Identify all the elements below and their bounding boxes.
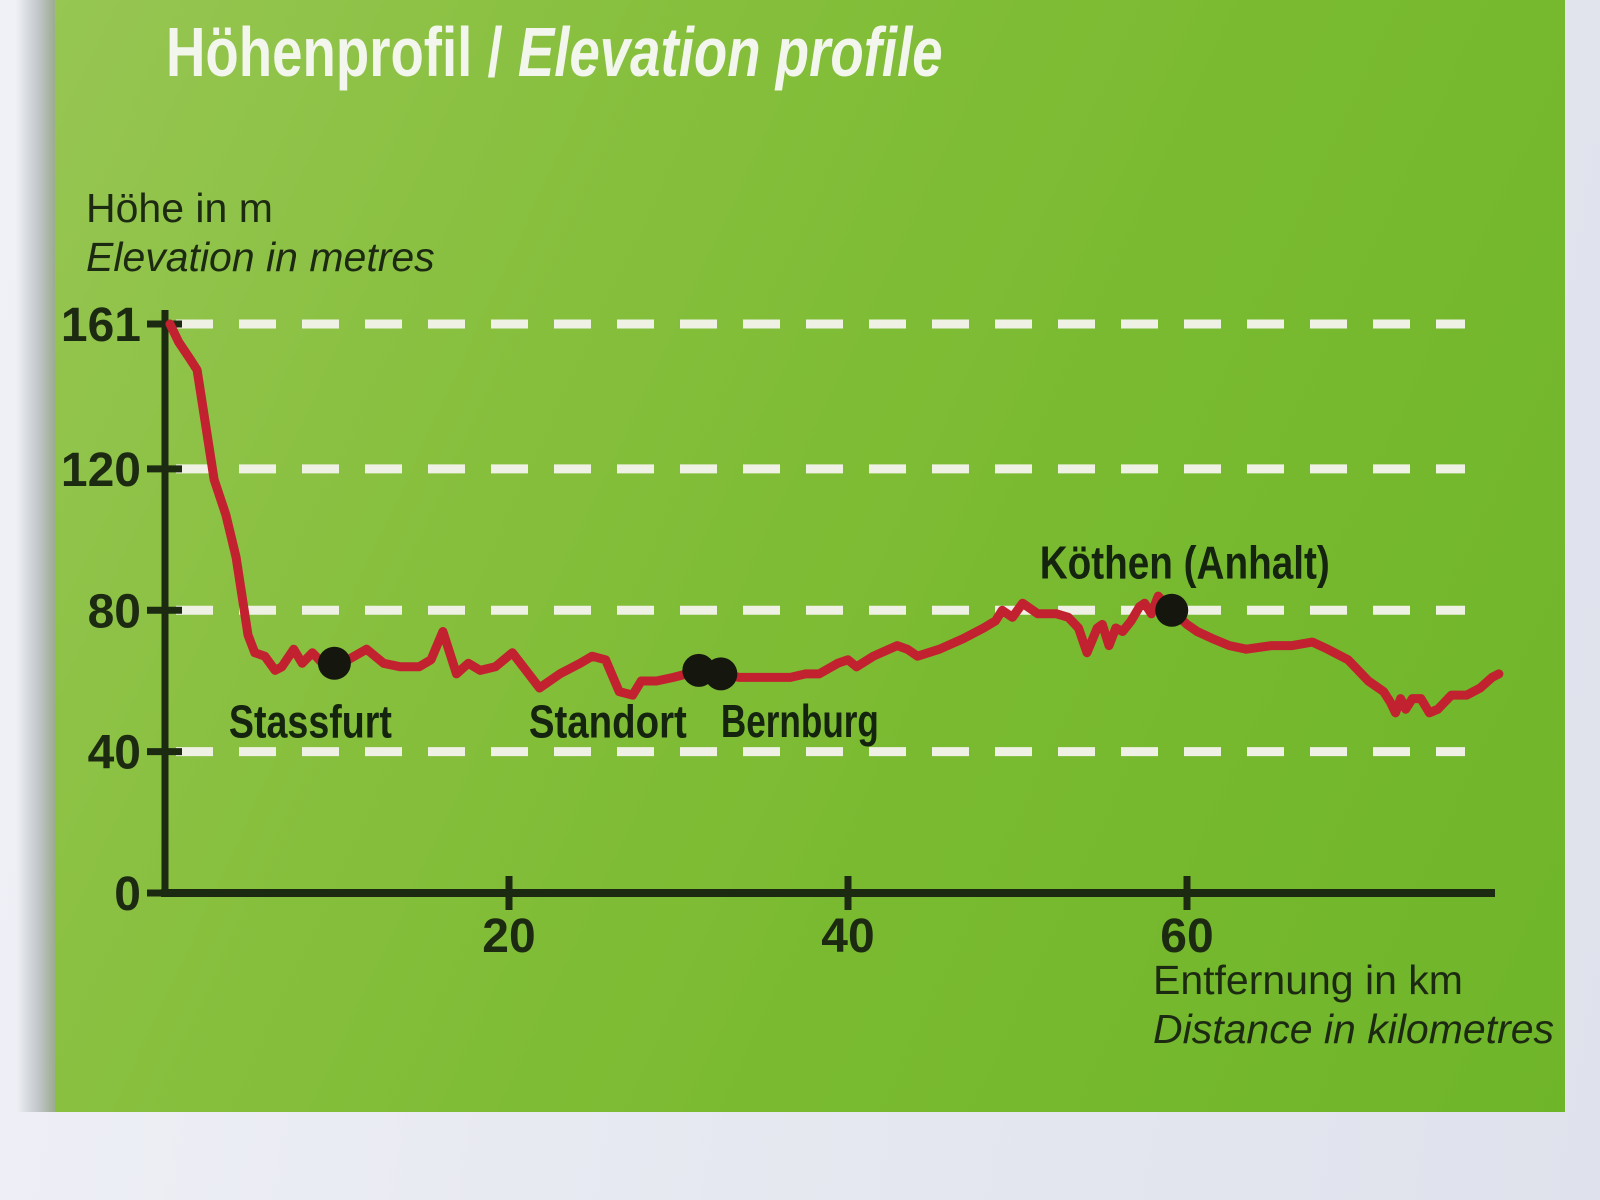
marker-dot-stassfurt: [317, 646, 351, 680]
y-axis-caption: Höhe in m Elevation in metres: [86, 184, 435, 282]
marker-label-stassfurt: Stassfurt: [229, 695, 392, 747]
y-tick-label-0: 0: [114, 868, 141, 921]
sign-title: Höhenprofil / Elevation profile: [166, 12, 943, 92]
x-axis-caption: Entfernung in km Distance in kilometres: [1153, 956, 1554, 1054]
x-tick-label-20: 20: [482, 910, 535, 963]
marker-dot-bernburg: [704, 657, 738, 691]
marker-label-k-then-anhalt: Köthen (Anhalt): [1040, 536, 1330, 588]
y-axis-caption-english: Elevation in metres: [86, 234, 435, 280]
x-tick-label-40: 40: [821, 910, 874, 963]
x-tick-label-60: 60: [1160, 910, 1213, 963]
sign-title-english: Elevation profile: [517, 13, 943, 91]
y-tick-label-40: 40: [88, 727, 141, 780]
x-axis-caption-german: Entfernung in km: [1153, 957, 1463, 1003]
green-sign-panel: [55, 0, 1565, 1112]
elevation-line: [165, 319, 1504, 718]
x-axis-caption-english: Distance in kilometres: [1153, 1006, 1555, 1052]
marker-label-bernburg: Bernburg: [721, 695, 879, 747]
y-axis-caption-german: Höhe in m: [86, 185, 273, 231]
sign-title-german: Höhenprofil: [166, 13, 473, 91]
y-tick-label-80: 80: [88, 585, 141, 638]
marker-dot-k-then-anhalt: [1155, 593, 1189, 627]
sign-title-separator: /: [472, 13, 518, 91]
y-tick-label-120: 120: [61, 444, 141, 497]
sign-left-edge-shadow: [16, 0, 55, 1112]
marker-label-standort: Standort: [529, 695, 687, 747]
y-tick-label-161: 161: [61, 299, 141, 352]
